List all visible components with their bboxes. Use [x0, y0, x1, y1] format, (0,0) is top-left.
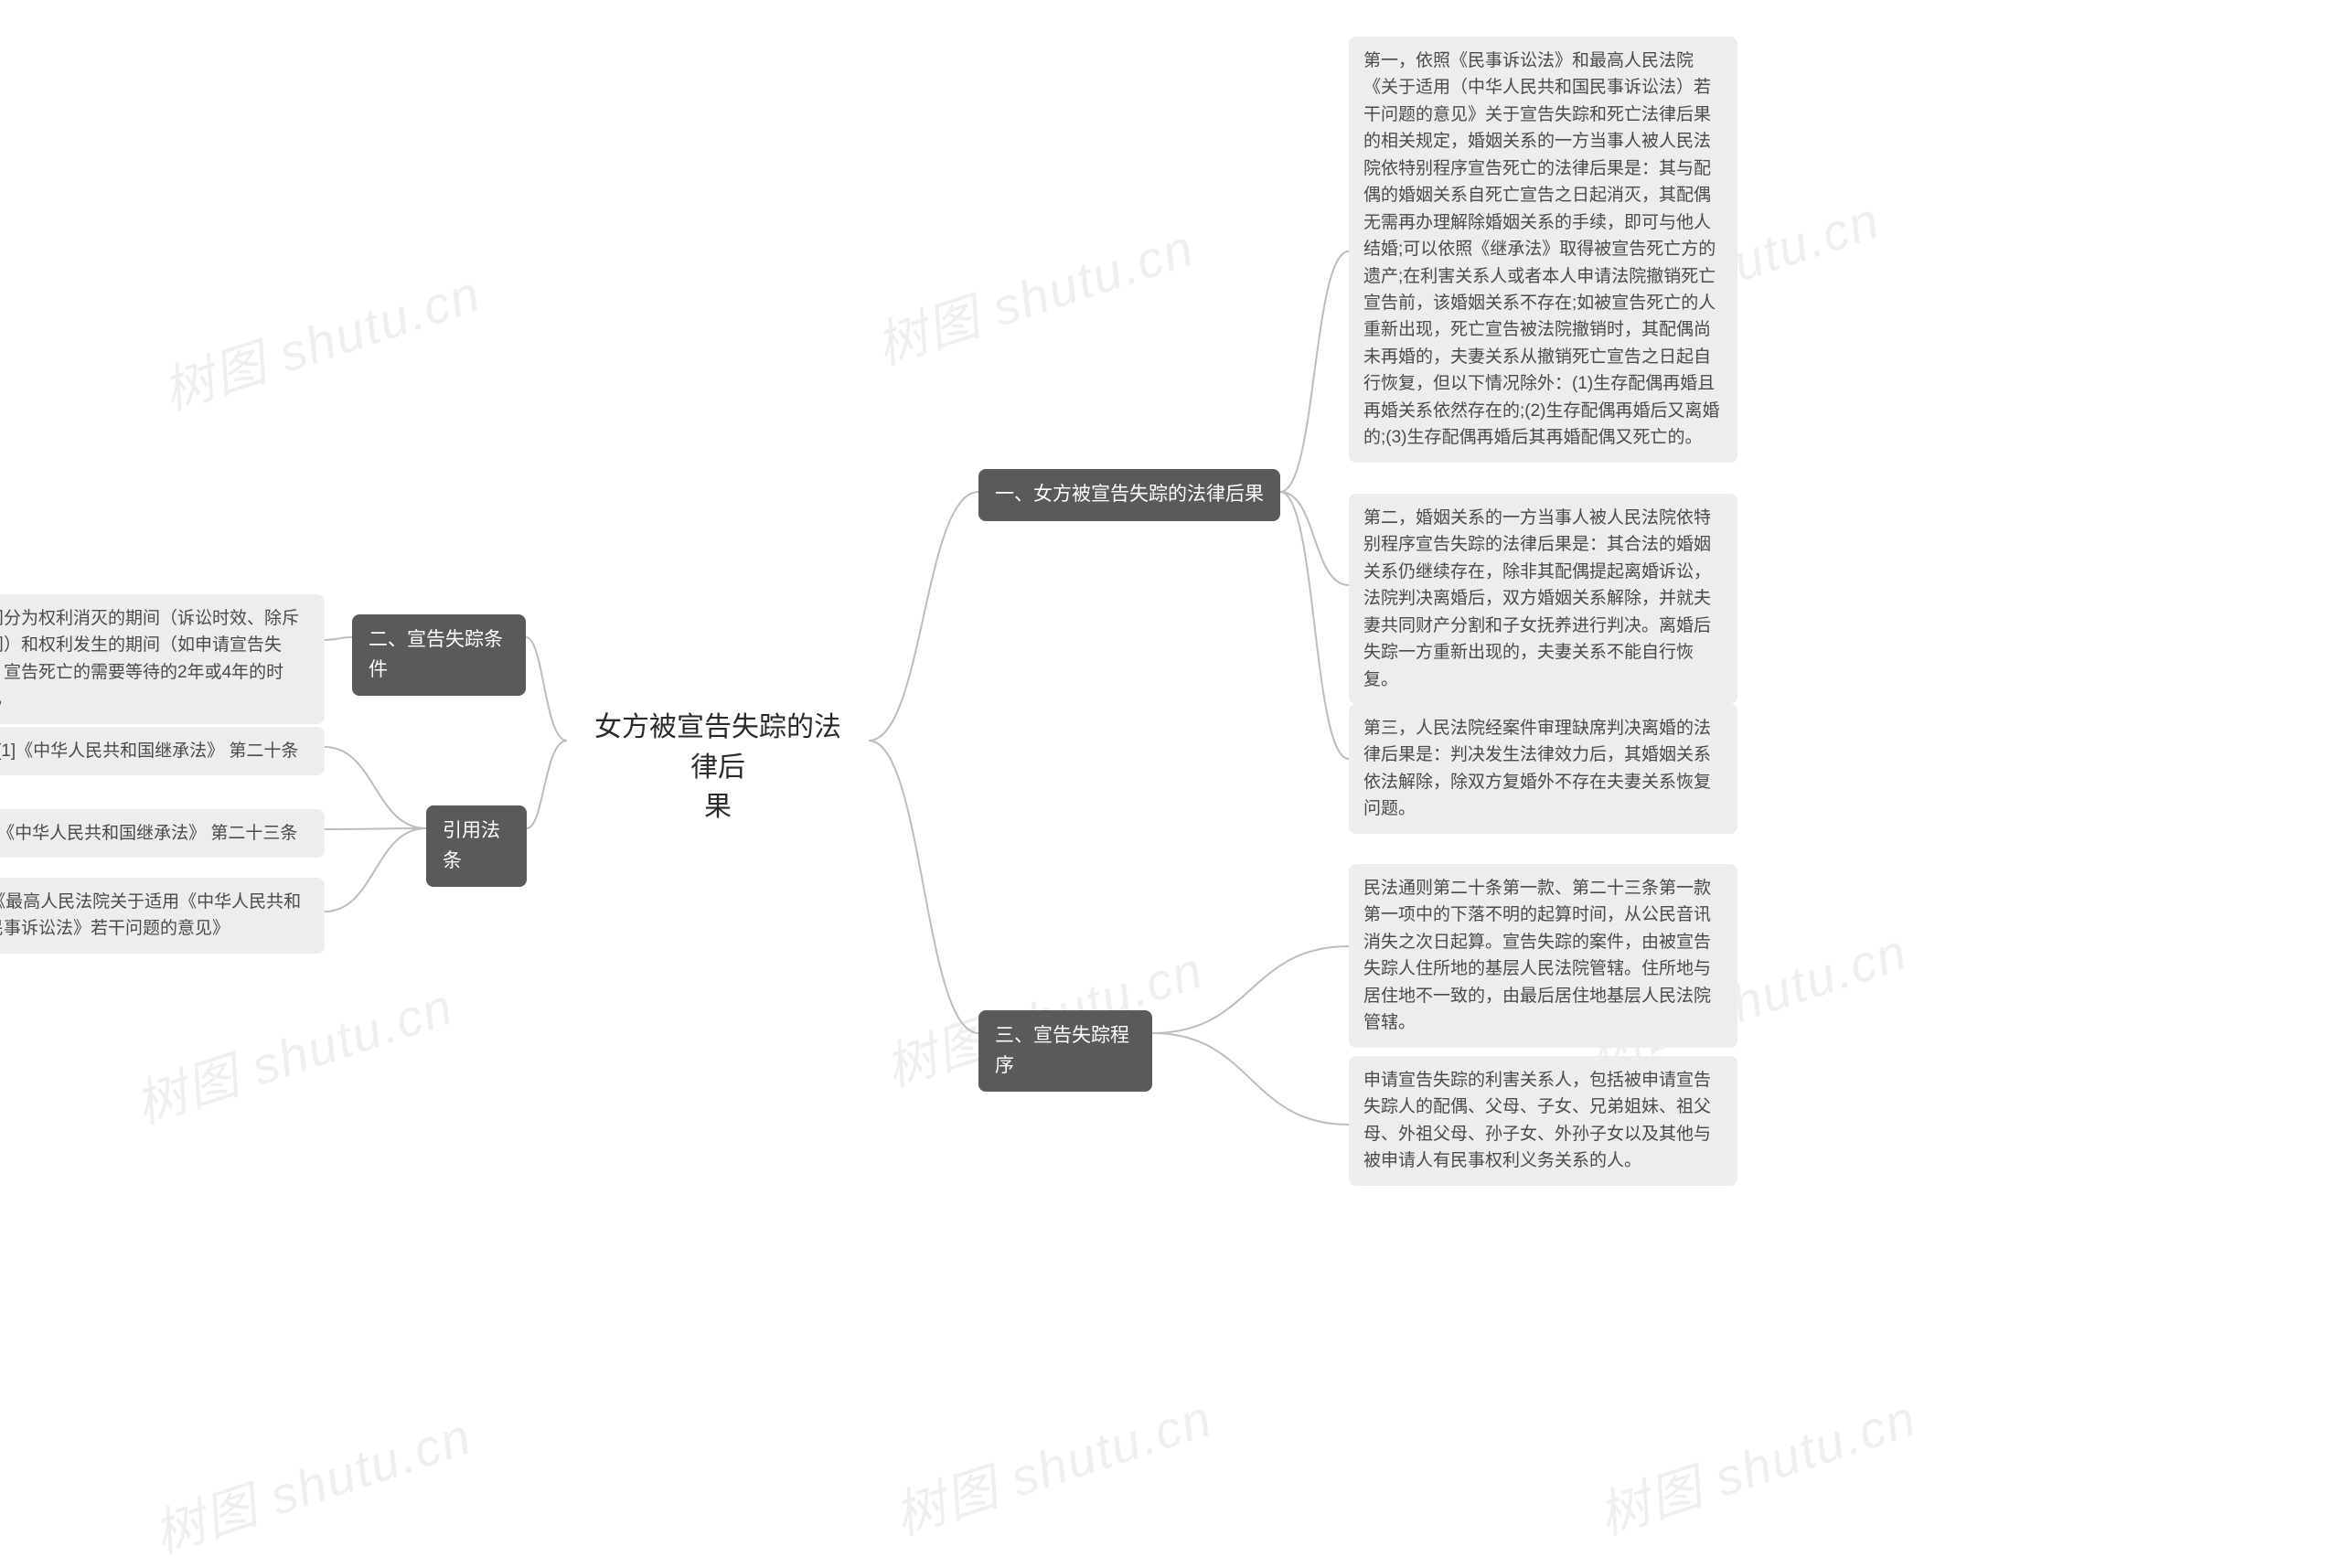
branch-label: 三、宣告失踪程序	[995, 1025, 1129, 1076]
root-node: 女方被宣告失踪的法律后果	[567, 695, 869, 840]
watermark: 树图 shutu.cn	[1587, 1377, 1925, 1550]
leaf-consequence-3: 第三，人民法院经案件审理缺席判决离婚的法律后果是：判决发生法律效力后，其婚姻关系…	[1349, 704, 1737, 834]
branch-label: 引用法条	[443, 820, 500, 871]
branch-label: 一、女方被宣告失踪的法律后果	[995, 484, 1264, 505]
watermark: 树图 shutu.cn	[152, 252, 489, 425]
leaf-procedure-1: 民法通则第二十条第一款、第二十三条第一款第一项中的下落不明的起算时间，从公民音讯…	[1349, 864, 1737, 1048]
leaf-text: 第二，婚姻关系的一方当事人被人民法院依特别程序宣告失踪的法律后果是：其合法的婚姻…	[1363, 508, 1711, 689]
leaf-citation-1: [1]《中华人民共和国继承法》 第二十条	[0, 727, 325, 775]
branch-legal-consequences: 一、女方被宣告失踪的法律后果	[978, 469, 1280, 521]
leaf-text: [1]《中华人民共和国继承法》 第二十条	[0, 741, 298, 761]
watermark: 树图 shutu.cn	[143, 1395, 480, 1568]
watermark: 树图 shutu.cn	[865, 207, 1203, 379]
watermark: 树图 shutu.cn	[124, 965, 462, 1138]
branch-citations: 引用法条	[426, 805, 527, 887]
leaf-text: [2]《中华人民共和国继承法》 第二十三条	[0, 824, 297, 843]
leaf-text: 申请宣告失踪的利害关系人，包括被申请宣告失踪人的配偶、父母、子女、兄弟姐妹、祖父…	[1363, 1071, 1711, 1170]
leaf-text: 民法通则第二十条第一款、第二十三条第一款第一项中的下落不明的起算时间，从公民音讯…	[1363, 879, 1711, 1032]
leaf-text: [3]《最高人民法院关于适用《中华人民共和国民事诉讼法》若干问题的意见》	[0, 892, 301, 938]
branch-conditions: 二、宣告失踪条件	[352, 614, 526, 696]
leaf-procedure-2: 申请宣告失踪的利害关系人，包括被申请宣告失踪人的配偶、父母、子女、兄弟姐妹、祖父…	[1349, 1056, 1737, 1186]
connector-lines	[0, 0, 2341, 1476]
leaf-text: 第一，依照《民事诉讼法》和最高人民法院《关于适用（中华人民共和国民事诉讼法）若干…	[1363, 51, 1720, 447]
leaf-consequence-1: 第一，依照《民事诉讼法》和最高人民法院《关于适用（中华人民共和国民事诉讼法）若干…	[1349, 37, 1737, 463]
watermark: 树图 shutu.cn	[883, 1377, 1221, 1550]
branch-procedure: 三、宣告失踪程序	[978, 1010, 1152, 1092]
leaf-text: 期间分为权利消灭的期间（诉讼时效、除斥期间）和权利发生的期间（如申请宣告失踪、宣…	[0, 609, 299, 709]
branch-label: 二、宣告失踪条件	[369, 629, 503, 680]
leaf-text: 第三，人民法院经案件审理缺席判决离婚的法律后果是：判决发生法律效力后，其婚姻关系…	[1363, 719, 1711, 818]
leaf-citation-3: [3]《最高人民法院关于适用《中华人民共和国民事诉讼法》若干问题的意见》	[0, 878, 325, 954]
leaf-consequence-2: 第二，婚姻关系的一方当事人被人民法院依特别程序宣告失踪的法律后果是：其合法的婚姻…	[1349, 494, 1737, 704]
leaf-condition: 期间分为权利消灭的期间（诉讼时效、除斥期间）和权利发生的期间（如申请宣告失踪、宣…	[0, 594, 325, 724]
root-label: 女方被宣告失踪的法律后果	[594, 712, 841, 822]
leaf-citation-2: [2]《中华人民共和国继承法》 第二十三条	[0, 809, 325, 858]
